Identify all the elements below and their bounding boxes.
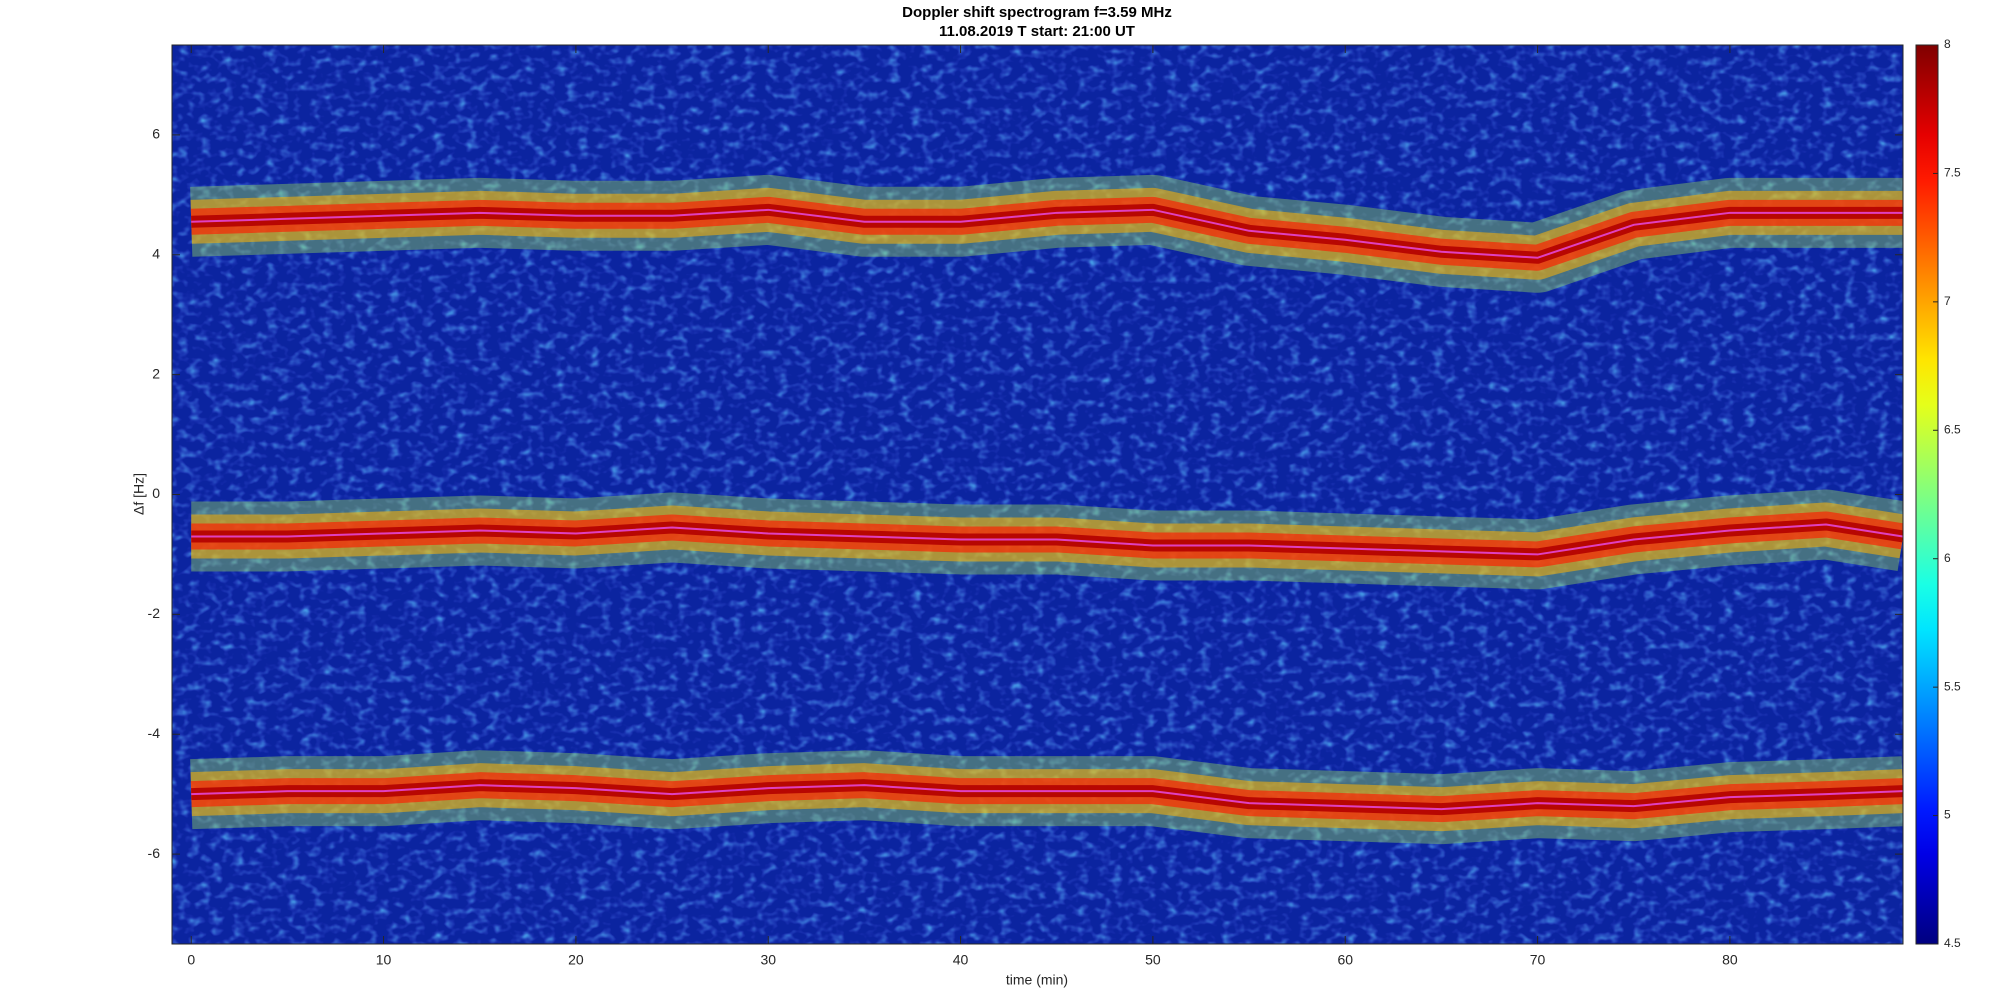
y-axis-label: Δf [Hz] [131,473,147,515]
colorbar-tick-label: 8 [1944,37,1951,51]
doppler-trace [191,208,1903,259]
doppler-trace [191,523,1903,556]
colorbar [1915,44,1939,945]
x-tick-label: 20 [568,952,584,968]
colorbar-tick-label: 7 [1944,294,1951,308]
doppler-trace [191,784,1903,811]
colorbar-tick-label: 5 [1944,808,1951,822]
y-tick-label: -2 [148,605,161,621]
y-tick-label: -6 [148,845,161,861]
x-tick-label: 30 [760,952,776,968]
chart-subtitle: 11.08.2019 T start: 21:00 UT [939,23,1135,40]
y-tick-label: -4 [148,725,161,741]
colorbar-tick-label: 6 [1944,551,1951,565]
x-tick-label: 10 [376,952,392,968]
chart-title: Doppler shift spectrogram f=3.59 MHz [902,4,1172,21]
x-tick-label: 40 [953,952,969,968]
x-tick-label: 80 [1722,952,1738,968]
y-tick-label: 6 [152,126,160,142]
x-tick-label: 60 [1337,952,1353,968]
y-tick-label: 0 [152,485,160,501]
x-axis-label: time (min) [1006,972,1068,988]
y-tick-label: 4 [152,245,160,261]
y-tick-label: 2 [152,365,160,381]
colorbar-tick-label: 7.5 [1944,166,1961,180]
x-tick-label: 70 [1530,952,1546,968]
colorbar-tick-label: 6.5 [1944,422,1961,436]
colorbar-tick-label: 5.5 [1944,679,1961,693]
colorbar-tick-label: 4.5 [1944,936,1961,950]
x-tick-label: 0 [187,952,195,968]
x-tick-label: 50 [1145,952,1161,968]
